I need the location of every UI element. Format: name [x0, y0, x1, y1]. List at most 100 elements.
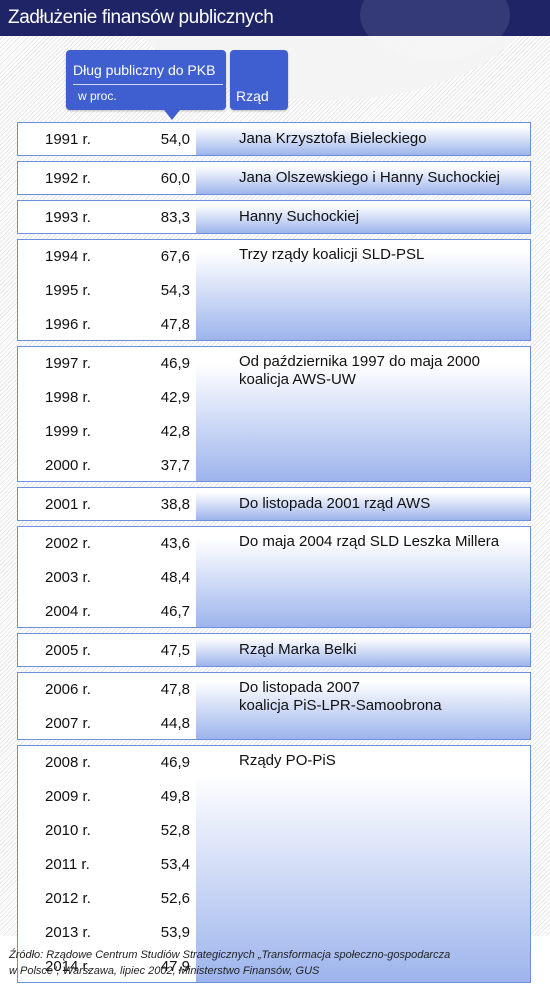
government-column-header: Rząd	[230, 50, 288, 110]
debt-value: 52,6	[160, 890, 190, 907]
debt-value: 38,8	[160, 496, 190, 513]
year-label: 2012 r.	[45, 890, 91, 907]
year-label: 1995 r.	[45, 282, 91, 299]
table-row: 2010 r. 52,8	[18, 814, 196, 848]
year-label: 2004 r.	[45, 603, 91, 620]
government-name-line: Jana Krzysztofa Bieleckiego	[239, 130, 427, 147]
debt-value: 54,0	[160, 131, 190, 148]
group-values-cell	[18, 123, 196, 155]
source-line1: Źródło: Rządowe Centrum Studiów Strategi…	[9, 949, 451, 961]
table-row: 1994 r. 67,6	[18, 240, 196, 274]
government-group: 1997 r. 46,9 1998 r. 42,9 1999 r. 42,8 2000 r.…	[17, 346, 531, 482]
year-label: 2014 r.	[45, 958, 91, 975]
group-values-cell	[18, 527, 196, 627]
year-label: 1992 r.	[45, 170, 91, 187]
year-label: 1998 r.	[45, 389, 91, 406]
debt-value: 42,9	[160, 389, 190, 406]
header-pointer	[164, 110, 180, 120]
table-row: 1997 r. 46,9	[18, 347, 196, 381]
table-row: 2008 r. 46,9	[18, 746, 196, 780]
header-divider	[73, 84, 223, 85]
government-name: Do listopada 2001 rząd AWS	[239, 495, 430, 513]
debt-value: 52,8	[160, 822, 190, 839]
government-group: 1992 r. 60,0 Jana Olszewskiego i Hanny Suc…	[17, 161, 531, 195]
debt-value: 49,8	[160, 788, 190, 805]
debt-value: 48,4	[160, 569, 190, 586]
year-label: 2009 r.	[45, 788, 91, 805]
government-group: 2005 r. 47,5 Rząd Marka Belki	[17, 633, 531, 667]
government-name: Jana Krzysztofa Bieleckiego	[239, 130, 427, 148]
year-label: 1997 r.	[45, 355, 91, 372]
government-group: 2006 r. 47,8 2007 r. 44,8 Do listopada 2007 k…	[17, 672, 531, 740]
government-group: 2002 r. 43,6 2003 r. 48,4 2004 r. 46,7 Do maja…	[17, 526, 531, 628]
table-row: 1993 r. 83,3	[18, 201, 196, 233]
group-government-cell	[196, 347, 530, 481]
group-values-cell	[18, 162, 196, 194]
debt-value: 54,3	[160, 282, 190, 299]
table-row: 2004 r. 46,7	[18, 595, 196, 627]
table-row: 2005 r. 47,5	[18, 634, 196, 666]
government-header-label: Rząd	[236, 88, 269, 104]
debt-value: 53,4	[160, 856, 190, 873]
government-name: Od października 1997 do maja 2000 koalicj…	[239, 353, 480, 389]
table-row: 2013 r. 53,9	[18, 916, 196, 950]
year-label: 2003 r.	[45, 569, 91, 586]
group-values-cell	[18, 240, 196, 340]
government-name-line: Do maja 2004 rząd SLD Leszka Millera	[239, 533, 500, 550]
government-name: Trzy rządy koalicji SLD-PSL	[239, 246, 424, 264]
group-values-cell	[18, 347, 196, 481]
debt-value: 47,9	[160, 958, 190, 975]
group-values-cell	[18, 488, 196, 520]
table-row: 2001 r. 38,8	[18, 488, 196, 520]
debt-value: 46,9	[160, 355, 190, 372]
year-label: 2006 r.	[45, 681, 91, 698]
debt-value: 42,8	[160, 423, 190, 440]
table-row: 2000 r. 37,7	[18, 449, 196, 481]
year-label: 2013 r.	[45, 924, 91, 941]
table-row: 2006 r. 47,8	[18, 673, 196, 707]
government-group: 1993 r. 83,3 Hanny Suchockiej	[17, 200, 531, 234]
table-row: 1999 r. 42,8	[18, 415, 196, 449]
year-label: 1994 r.	[45, 248, 91, 265]
debt-value: 47,8	[160, 681, 190, 698]
government-group: 2001 r. 38,8 Do listopada 2001 rząd AWS	[17, 487, 531, 521]
group-government-cell	[196, 634, 530, 666]
source-line2: w Polsce”, Warszawa, lipiec 2002, Minist…	[9, 965, 320, 977]
government-name-line: Do listopada 2001 rząd AWS	[239, 495, 431, 512]
group-government-cell	[196, 201, 530, 233]
government-name-line: koalicja AWS-UW	[239, 371, 356, 388]
group-government-cell	[196, 746, 530, 982]
table-row: 2003 r. 48,4	[18, 561, 196, 595]
year-label: 1993 r.	[45, 209, 91, 226]
chart-title: Zadłużenie finansów publicznych	[8, 7, 274, 28]
government-name: Rząd Marka Belki	[239, 641, 357, 659]
table-row: 2009 r. 49,8	[18, 780, 196, 814]
debt-value: 83,3	[160, 209, 190, 226]
government-name-line: Rząd Marka Belki	[239, 641, 357, 658]
government-name-line: Hanny Suchockiej	[239, 208, 360, 225]
government-name-line: Trzy rządy koalicji SLD-PSL	[239, 246, 425, 263]
government-name-line: Od października 1997 do maja 2000	[239, 353, 480, 370]
government-group: 2008 r. 46,9 2009 r. 49,8 2010 r. 52,8 2011 r.…	[17, 745, 531, 983]
year-label: 2002 r.	[45, 535, 91, 552]
government-group: 1994 r. 67,6 1995 r. 54,3 1996 r. 47,8 Trzy rz…	[17, 239, 531, 341]
government-name: Do maja 2004 rząd SLD Leszka Millera	[239, 533, 499, 551]
debt-value: 46,9	[160, 754, 190, 771]
title-bar: Zadłużenie finansów publicznych	[0, 0, 550, 60]
year-label: 2000 r.	[45, 457, 91, 474]
table-row: 1998 r. 42,9	[18, 381, 196, 415]
group-values-cell	[18, 746, 196, 982]
table-row: 2007 r. 44,8	[18, 707, 196, 739]
debt-value: 37,7	[160, 457, 190, 474]
group-government-cell	[196, 488, 530, 520]
table-row: 2002 r. 43,6	[18, 527, 196, 561]
group-government-cell	[196, 123, 530, 155]
year-label: 2001 r.	[45, 496, 91, 513]
table-row: 2012 r. 52,6	[18, 882, 196, 916]
table-row: 1992 r. 60,0	[18, 162, 196, 194]
government-group: 1991 r. 54,0 Jana Krzysztofa Bieleckiego	[17, 122, 531, 156]
government-name: Do listopada 2007 koalicja PiS-LPR-Samoob…	[239, 679, 442, 715]
government-name-line: Rządy PO-PiS	[239, 752, 336, 769]
debt-value: 47,8	[160, 316, 190, 333]
group-government-cell	[196, 162, 530, 194]
